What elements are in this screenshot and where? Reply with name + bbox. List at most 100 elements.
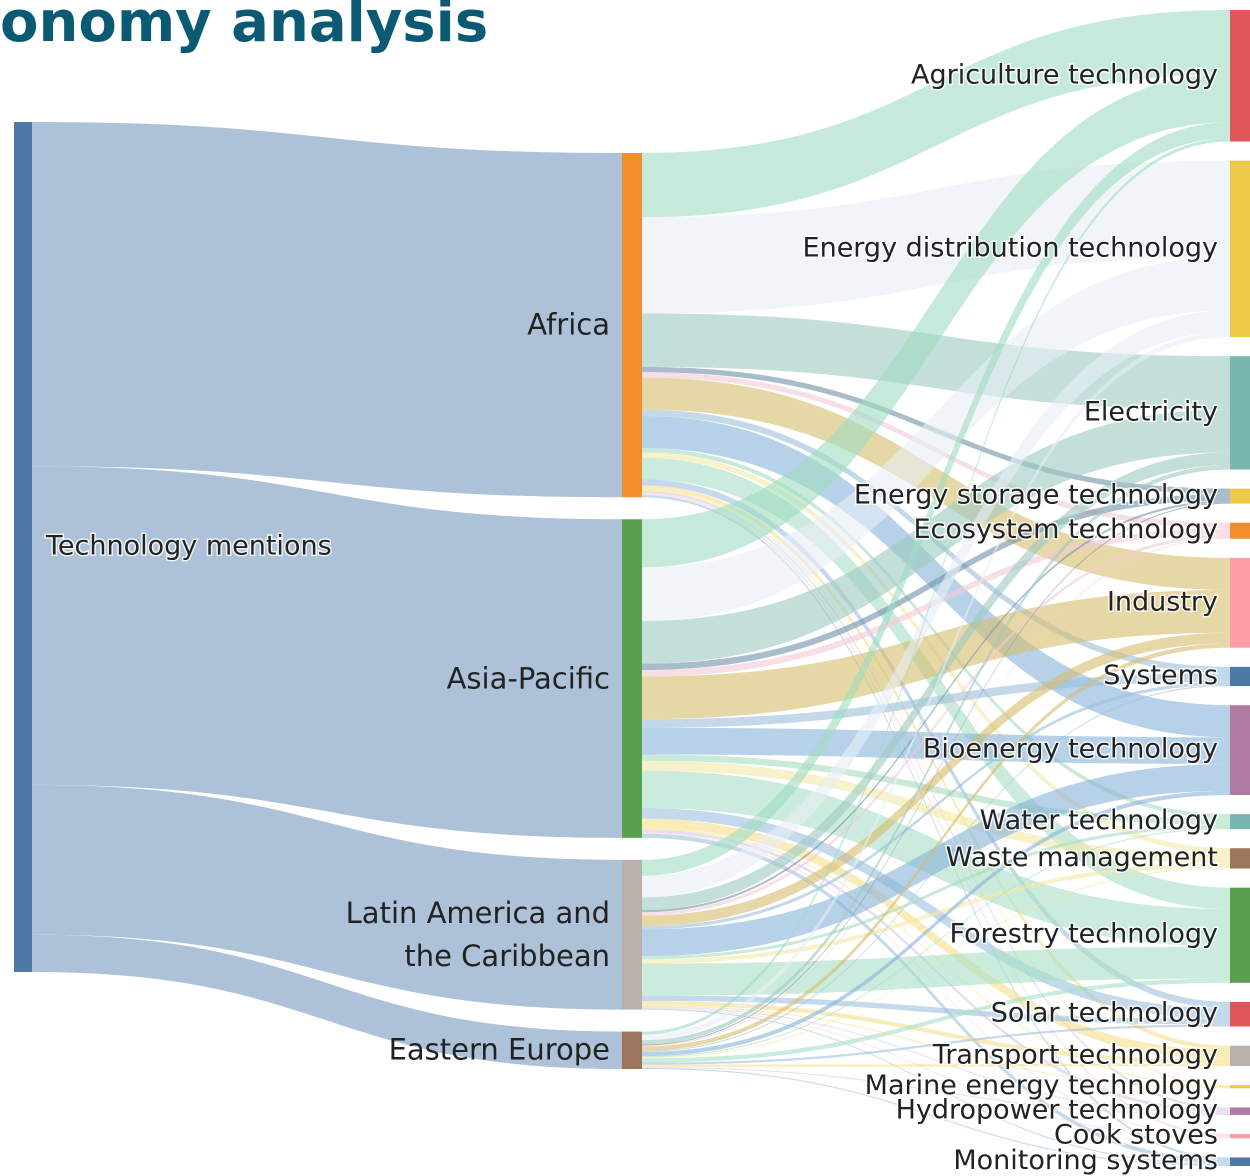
node xyxy=(1230,814,1250,830)
link xyxy=(642,409,1230,664)
node xyxy=(1230,705,1250,796)
chart-title: onomy analysis xyxy=(0,0,488,55)
link xyxy=(642,310,1230,898)
link xyxy=(642,1008,1230,1165)
link xyxy=(642,1067,1230,1166)
node-label: Monitoring systems xyxy=(953,1145,1218,1176)
link xyxy=(642,643,1230,1051)
node-label: Latin America and the Caribbean xyxy=(345,895,610,973)
link xyxy=(642,764,1230,957)
node-label: Systems xyxy=(1103,660,1218,691)
link xyxy=(642,485,1230,1050)
link xyxy=(642,331,1230,1041)
link xyxy=(642,673,1230,728)
node-label: Energy distribution technology xyxy=(803,232,1219,263)
node-label: Transport technology xyxy=(932,1039,1218,1070)
node xyxy=(622,519,642,838)
link xyxy=(642,754,1230,825)
link xyxy=(642,833,1230,1164)
link xyxy=(642,1063,1230,1067)
node-label: Agriculture technology xyxy=(911,59,1218,90)
node xyxy=(1230,1001,1250,1027)
node xyxy=(622,153,642,498)
link xyxy=(642,727,1230,765)
link xyxy=(642,632,1230,927)
nodes: Technology mentions Agriculture technolog… xyxy=(14,10,1250,1176)
link xyxy=(642,495,1230,1160)
link xyxy=(642,589,1230,720)
link xyxy=(642,1001,1230,1064)
node-label: Hydropower technology xyxy=(896,1095,1218,1126)
link xyxy=(642,500,1230,913)
node-label: Technology mentions xyxy=(45,531,332,562)
link xyxy=(32,784,622,1010)
link xyxy=(642,465,1230,1045)
link xyxy=(642,452,1230,911)
link xyxy=(642,867,1230,1059)
node-label: Waste management xyxy=(946,842,1218,873)
link xyxy=(642,818,1230,1060)
node xyxy=(1230,1107,1250,1115)
node xyxy=(1230,1134,1250,1139)
node xyxy=(14,122,32,972)
link xyxy=(642,534,1230,916)
link xyxy=(642,760,1230,864)
node xyxy=(1230,557,1250,648)
link xyxy=(642,685,1230,1052)
link xyxy=(32,122,622,498)
node-label: Eastern Europe xyxy=(388,1032,610,1067)
link xyxy=(642,1066,1230,1115)
link xyxy=(642,256,1230,621)
link xyxy=(642,493,1230,671)
node-label: Forestry technology xyxy=(950,919,1218,950)
node-label: Solar technology xyxy=(991,998,1218,1029)
node-label: Water technology xyxy=(980,805,1218,836)
node-label: Ecosystem technology xyxy=(913,514,1218,545)
node-label: Marine energy technology xyxy=(865,1070,1218,1101)
node xyxy=(1230,1157,1250,1166)
link xyxy=(642,1005,1230,1089)
link xyxy=(642,490,1230,1110)
node xyxy=(1230,1085,1250,1089)
link xyxy=(642,828,1230,1058)
node-label: Bioenergy technology xyxy=(923,734,1218,765)
node xyxy=(1230,666,1250,687)
node xyxy=(1230,10,1250,142)
links xyxy=(32,10,1230,1166)
link xyxy=(642,824,1230,960)
link xyxy=(642,74,1230,568)
link xyxy=(642,502,1230,1046)
node xyxy=(1230,1045,1250,1066)
link xyxy=(642,681,1230,930)
node-label: Industry xyxy=(1107,586,1218,617)
node xyxy=(1230,356,1250,470)
link xyxy=(642,863,1230,964)
link xyxy=(642,138,1230,1035)
link xyxy=(32,466,622,838)
node xyxy=(1230,160,1250,338)
link xyxy=(642,1007,1230,1139)
node xyxy=(622,859,642,1010)
link xyxy=(642,160,1230,314)
node xyxy=(622,1031,642,1069)
link xyxy=(642,122,1230,876)
link xyxy=(642,416,1230,738)
link xyxy=(642,790,1230,1057)
link xyxy=(642,377,1230,590)
node-label: Electricity xyxy=(1084,396,1218,427)
link xyxy=(642,10,1230,218)
link xyxy=(642,1024,1230,1065)
node-label: Africa xyxy=(527,307,610,342)
node xyxy=(1230,488,1250,504)
node-label: Asia-Pacific xyxy=(446,661,610,696)
node xyxy=(1230,887,1250,983)
link xyxy=(642,978,1230,1063)
link xyxy=(32,934,622,1069)
node-label: Energy storage technology xyxy=(854,480,1218,511)
node-label: Cook stoves xyxy=(1054,1120,1218,1151)
link xyxy=(642,1006,1230,1114)
node xyxy=(1230,848,1250,869)
link xyxy=(642,537,1230,1047)
